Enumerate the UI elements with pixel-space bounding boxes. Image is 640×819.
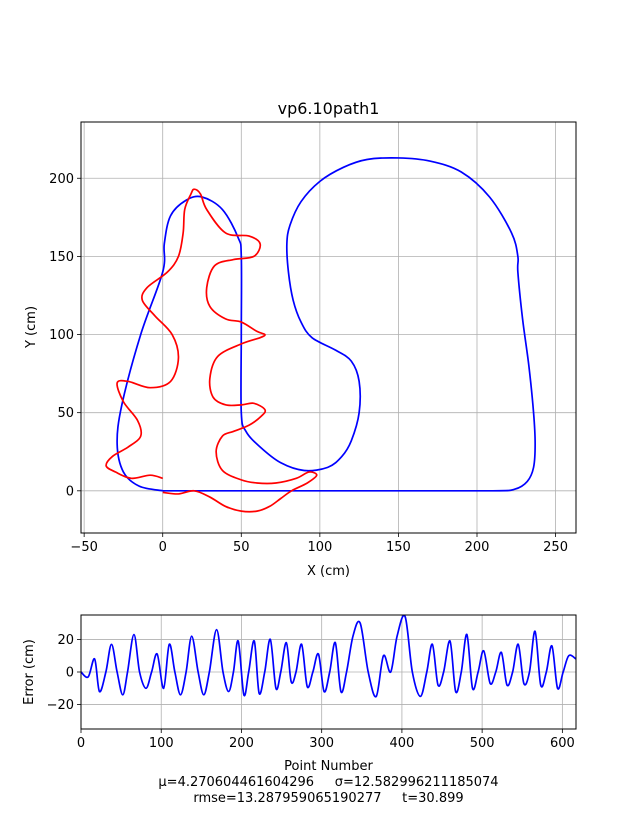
- error-plot-ylabel: Error (cm): [22, 639, 37, 705]
- error-plot-series-line-0: [81, 615, 576, 698]
- error-plot-xtick-label-4: 400: [389, 736, 414, 751]
- error-plot-xtick-label-5: 500: [470, 736, 495, 751]
- path-plot-xtick-label-3: 100: [307, 540, 332, 555]
- path-plot-ytick-label-3: 150: [49, 250, 74, 265]
- error-plot: 0 100 200 300 400 500 600 −20 0 20 Point Number E…: [22, 614, 577, 806]
- error-plot-xtick-label-1: 100: [149, 736, 174, 751]
- path-plot-xlabel: X (cm): [307, 564, 350, 579]
- path-plot-xtick-label-6: 250: [543, 540, 568, 555]
- path-plot-series: [105, 157, 536, 513]
- path-plot-xtick-label-4: 150: [386, 540, 411, 555]
- path-plot-ticks: −50 0 50 100 150 200 250 0 50 100 150 200: [49, 172, 568, 555]
- path-plot-xtick-label-5: 200: [465, 540, 490, 555]
- path-plot-ytick-label-2: 100: [49, 328, 74, 343]
- path-plot: −50 0 50 100 150 200 250 0 50 100 150 200 vp6.10pat…: [24, 99, 577, 579]
- error-plot-ytick-label-1: 0: [66, 666, 74, 681]
- path-plot-frame: [80, 121, 577, 534]
- error-plot-ytick-label-2: 20: [57, 633, 74, 648]
- stats-line-1: μ=4.270604461604296 σ=12.582996211185074: [158, 775, 498, 790]
- path-plot-ytick-label-0: 0: [66, 484, 74, 499]
- error-plot-frame: [80, 614, 577, 730]
- path-plot-ylabel: Y (cm): [24, 306, 39, 349]
- path-plot-xtick-label-2: 50: [233, 540, 250, 555]
- stats-line-2: rmse=13.287959065190277 t=30.899: [193, 791, 463, 806]
- error-plot-xtick-label-3: 300: [309, 736, 334, 751]
- error-plot-xtick-label-2: 200: [229, 736, 254, 751]
- path-plot-series-line-1: [105, 188, 318, 513]
- path-plot-ytick-label-4: 200: [49, 172, 74, 187]
- path-plot-xtick-label-1: 0: [159, 540, 167, 555]
- path-plot-ytick-label-1: 50: [57, 406, 74, 421]
- error-plot-grid: [80, 615, 576, 729]
- error-plot-xlabel: Point Number: [284, 759, 373, 774]
- error-plot-xtick-label-6: 600: [550, 736, 575, 751]
- path-plot-grid: [81, 122, 576, 533]
- error-plot-ytick-label-0: −20: [47, 698, 74, 713]
- error-plot-ticks: 0 100 200 300 400 500 600 −20 0 20: [47, 633, 575, 751]
- path-plot-xtick-label-0: −50: [70, 540, 97, 555]
- path-plot-series-line-0: [116, 157, 536, 492]
- error-plot-xtick-label-0: 0: [77, 736, 85, 751]
- error-plot-series: [81, 615, 576, 698]
- path-plot-title: vp6.10path1: [278, 99, 380, 118]
